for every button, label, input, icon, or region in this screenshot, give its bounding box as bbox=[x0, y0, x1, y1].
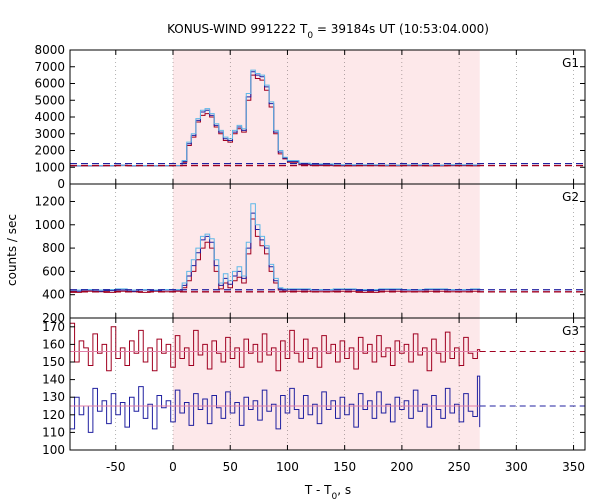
panel-g2: 200 400 600 800 1000 1200 G2 bbox=[34, 183, 586, 325]
y-tick-label: 7000 bbox=[34, 60, 65, 74]
y-tick-label: 1000 bbox=[34, 160, 65, 174]
y-tick-label: 170 bbox=[42, 320, 65, 334]
y-tick-label: 600 bbox=[42, 264, 65, 278]
y-tick-label: 5000 bbox=[34, 93, 65, 107]
series-line-2 bbox=[70, 375, 481, 433]
y-tick-label: 400 bbox=[42, 288, 65, 302]
y-tick-label: 120 bbox=[42, 408, 65, 422]
title-subscript: 0 bbox=[307, 31, 313, 41]
x-tick-label: 250 bbox=[448, 460, 471, 474]
shaded-interval bbox=[173, 50, 480, 184]
y-tick-label: 0 bbox=[57, 177, 65, 191]
x-tick-label: 300 bbox=[505, 460, 528, 474]
series-group bbox=[70, 69, 585, 167]
x-tick-label: 200 bbox=[390, 460, 413, 474]
panel-frame bbox=[69, 317, 586, 451]
xlabel-subscript: 0 bbox=[332, 492, 338, 500]
panel-name: G1 bbox=[562, 56, 579, 70]
panel-g1: 0 1000 2000 3000 4000 5000 6000 7000 8000 G1 bbox=[34, 43, 586, 191]
x-axis-label: T - T0, s bbox=[304, 483, 351, 500]
y-tick-label: 100 bbox=[42, 443, 65, 457]
y-tick-label: 2000 bbox=[34, 144, 65, 158]
y-tick-label: 1200 bbox=[34, 194, 65, 208]
series-group bbox=[70, 322, 585, 433]
x-tick-label: 50 bbox=[223, 460, 238, 474]
y-tick-label: 160 bbox=[42, 337, 65, 351]
panel-name: G2 bbox=[562, 190, 579, 204]
y-tick-label: 140 bbox=[42, 373, 65, 387]
y-tick-label: 110 bbox=[42, 425, 65, 439]
x-tick-label: 350 bbox=[562, 460, 585, 474]
y-tick-label: 800 bbox=[42, 241, 65, 255]
chart-title: KONUS-WIND 991222 T0 = 39184s UT (10:53:… bbox=[167, 22, 489, 41]
x-tick-label: 0 bbox=[169, 460, 177, 474]
y-tick-label: 4000 bbox=[34, 110, 65, 124]
y-tick-label: 3000 bbox=[34, 127, 65, 141]
x-tick-label: 150 bbox=[333, 460, 356, 474]
panel-g3: 100 110 120 130 140 150 160 170 G3 bbox=[42, 317, 586, 457]
series-group bbox=[70, 203, 585, 293]
panels: 010002000300040005000600070008000G120040… bbox=[34, 43, 586, 474]
x-tick-label: 100 bbox=[276, 460, 299, 474]
y-tick-label: 130 bbox=[42, 390, 65, 404]
y-tick-label: 150 bbox=[42, 355, 65, 369]
x-tick-label: -50 bbox=[106, 460, 126, 474]
panel-name: G3 bbox=[562, 324, 579, 338]
y-tick-label: 1000 bbox=[34, 218, 65, 232]
y-tick-label: 200 bbox=[42, 311, 65, 325]
y-tick-label: 8000 bbox=[34, 43, 65, 57]
y-tick-label: 6000 bbox=[34, 77, 65, 91]
series-line-1 bbox=[70, 322, 481, 372]
y-axis-label: counts / sec bbox=[5, 214, 19, 286]
shaded-interval bbox=[173, 184, 480, 318]
